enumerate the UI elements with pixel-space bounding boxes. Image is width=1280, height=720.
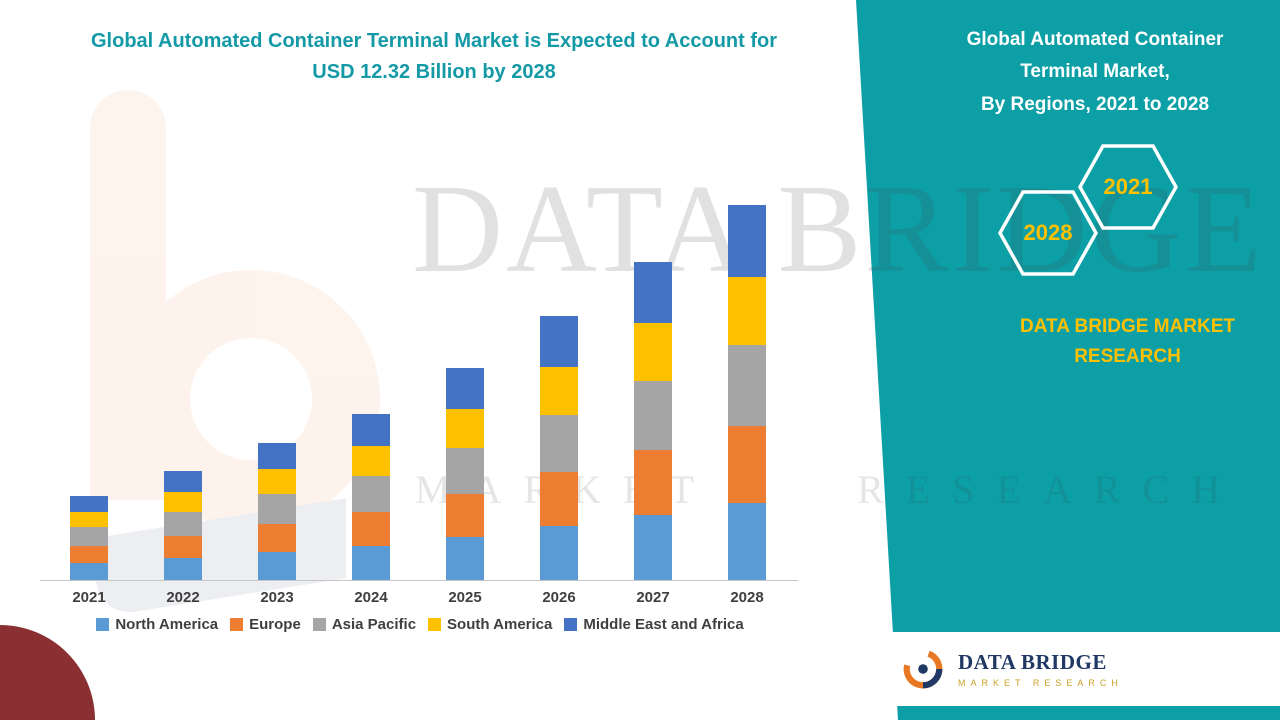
bar-segment-2024-asia-pacific bbox=[352, 476, 390, 512]
bar-segment-2026-middle-east-and-africa bbox=[540, 316, 578, 367]
x-axis-label-2026: 2026 bbox=[542, 589, 576, 606]
bar-segment-2024-europe bbox=[352, 512, 390, 546]
bar-2021 bbox=[42, 185, 136, 580]
bar-segment-2026-asia-pacific bbox=[540, 415, 578, 472]
side-panel-brand: DATA BRIDGE MARKET RESEARCH bbox=[1020, 316, 1235, 368]
hexagon-2021: 2021 bbox=[1078, 144, 1178, 230]
bar-segment-2022-south-america bbox=[164, 492, 202, 512]
legend-item-north-america: North America bbox=[96, 616, 218, 633]
x-axis-label-2027: 2027 bbox=[636, 589, 670, 606]
bar-2025 bbox=[418, 185, 512, 580]
bar-2028 bbox=[700, 185, 794, 580]
bar-segment-2021-asia-pacific bbox=[70, 527, 108, 546]
bar-segment-2025-south-america bbox=[446, 409, 484, 448]
legend-label: South America bbox=[447, 616, 553, 633]
x-axis-labels: 2021 2022 2023 2024 2025 2026 2027 2028 bbox=[42, 589, 794, 606]
bar-segment-2028-europe bbox=[728, 426, 766, 503]
bar-segment-2024-middle-east-and-africa bbox=[352, 414, 390, 446]
bar-segment-2022-asia-pacific bbox=[164, 512, 202, 536]
bar-segment-2028-middle-east-and-africa bbox=[728, 205, 766, 277]
page-title-line2: USD 12.32 Billion by 2028 bbox=[312, 61, 556, 83]
legend-item-middle-east-and-africa: Middle East and Africa bbox=[564, 616, 744, 633]
bar-2022 bbox=[136, 185, 230, 580]
x-axis-label-2025: 2025 bbox=[448, 589, 482, 606]
hexagon-outline-icon bbox=[998, 190, 1098, 276]
bar-segment-2028-asia-pacific bbox=[728, 345, 766, 426]
data-bridge-logo-icon bbox=[903, 649, 943, 689]
legend-swatch-icon bbox=[428, 618, 442, 631]
legend-swatch-icon bbox=[564, 618, 578, 631]
hexagon-2021-label: 2021 bbox=[1103, 174, 1153, 199]
hexagon-outline-icon bbox=[1078, 144, 1178, 230]
side-panel-heading-line3: By Regions, 2021 to 2028 bbox=[980, 93, 1210, 115]
page-title: Global Automated Container Terminal Mark… bbox=[28, 26, 840, 88]
bar-segment-2022-europe bbox=[164, 536, 202, 558]
bar-segment-2025-middle-east-and-africa bbox=[446, 368, 484, 409]
x-axis-label-2021: 2021 bbox=[72, 589, 106, 606]
bar-segment-2023-asia-pacific bbox=[258, 494, 296, 524]
bar-segment-2022-middle-east-and-africa bbox=[164, 471, 202, 492]
legend-swatch-icon bbox=[230, 618, 244, 631]
bar-segment-2027-north-america bbox=[634, 515, 672, 580]
legend-item-asia-pacific: Asia Pacific bbox=[312, 616, 417, 633]
x-axis-label-2022: 2022 bbox=[166, 589, 200, 606]
bar-segment-2024-north-america bbox=[352, 546, 390, 580]
legend-label: Europe bbox=[249, 616, 301, 633]
bar-segment-2028-north-america bbox=[728, 503, 766, 580]
bar-segment-2027-middle-east-and-africa bbox=[634, 262, 672, 323]
bar-segment-2027-asia-pacific bbox=[634, 381, 672, 450]
legend-swatch-icon bbox=[312, 618, 326, 631]
bar-segment-2026-europe bbox=[540, 472, 578, 526]
legend-swatch-icon bbox=[96, 618, 110, 631]
bar-2024 bbox=[324, 185, 418, 580]
bar-2026 bbox=[512, 185, 606, 580]
bar-segment-2021-europe bbox=[70, 546, 108, 563]
bar-2023 bbox=[230, 185, 324, 580]
side-panel-heading-line1: Global Automated Container bbox=[966, 29, 1224, 50]
side-panel-heading-line2: Terminal Market, bbox=[1020, 61, 1170, 83]
x-axis-label-2024: 2024 bbox=[354, 589, 388, 606]
bar-segment-2024-south-america bbox=[352, 446, 390, 476]
legend-item-europe: Europe bbox=[230, 616, 301, 633]
x-axis-label-2023: 2023 bbox=[260, 589, 294, 606]
bar-segment-2023-north-america bbox=[258, 552, 296, 580]
x-axis-line bbox=[40, 580, 798, 581]
hexagon-2028: 2028 bbox=[998, 190, 1098, 276]
bar-segment-2025-north-america bbox=[446, 537, 484, 580]
corner-decoration bbox=[0, 625, 95, 720]
bar-segment-2027-south-america bbox=[634, 323, 672, 381]
legend-label: North America bbox=[115, 616, 219, 633]
bar-2027 bbox=[606, 185, 700, 580]
footer-logo-band: DATA BRIDGE MARKET RESEARCH bbox=[878, 632, 1280, 706]
bar-segment-2023-south-america bbox=[258, 469, 296, 494]
x-axis-label-2028: 2028 bbox=[730, 589, 764, 606]
bar-segment-2021-north-america bbox=[70, 563, 108, 580]
bar-segment-2028-south-america bbox=[728, 277, 766, 345]
bar-segment-2025-europe bbox=[446, 494, 484, 537]
bar-segment-2023-europe bbox=[258, 524, 296, 552]
bar-segment-2026-south-america bbox=[540, 367, 578, 415]
footer-logo-name: DATA BRIDGE bbox=[958, 650, 1107, 674]
legend: North America Europe Asia Pacific South Ame… bbox=[22, 616, 818, 633]
footer-logo-text: DATA BRIDGE MARKET RESEARCH bbox=[958, 650, 1123, 688]
bar-segment-2022-north-america bbox=[164, 558, 202, 580]
legend-label: Asia Pacific bbox=[331, 616, 417, 633]
legend-label: Middle East and Africa bbox=[583, 616, 744, 633]
side-panel-heading: Global Automated Container Terminal Mark… bbox=[930, 24, 1260, 121]
bar-segment-2023-middle-east-and-africa bbox=[258, 443, 296, 469]
legend-item-south-america: South America bbox=[428, 616, 552, 633]
bar-segment-2021-south-america bbox=[70, 512, 108, 527]
bar-segment-2026-north-america bbox=[540, 526, 578, 580]
bar-segment-2027-europe bbox=[634, 450, 672, 515]
hexagon-2028-label: 2028 bbox=[1023, 220, 1073, 245]
bar-segment-2021-middle-east-and-africa bbox=[70, 496, 108, 512]
bar-segment-2025-asia-pacific bbox=[446, 448, 484, 494]
page-title-line1: Global Automated Container Terminal Mark… bbox=[90, 30, 778, 52]
plot-area bbox=[42, 185, 794, 580]
footer-logo-subtitle: MARKET RESEARCH bbox=[958, 678, 1123, 688]
